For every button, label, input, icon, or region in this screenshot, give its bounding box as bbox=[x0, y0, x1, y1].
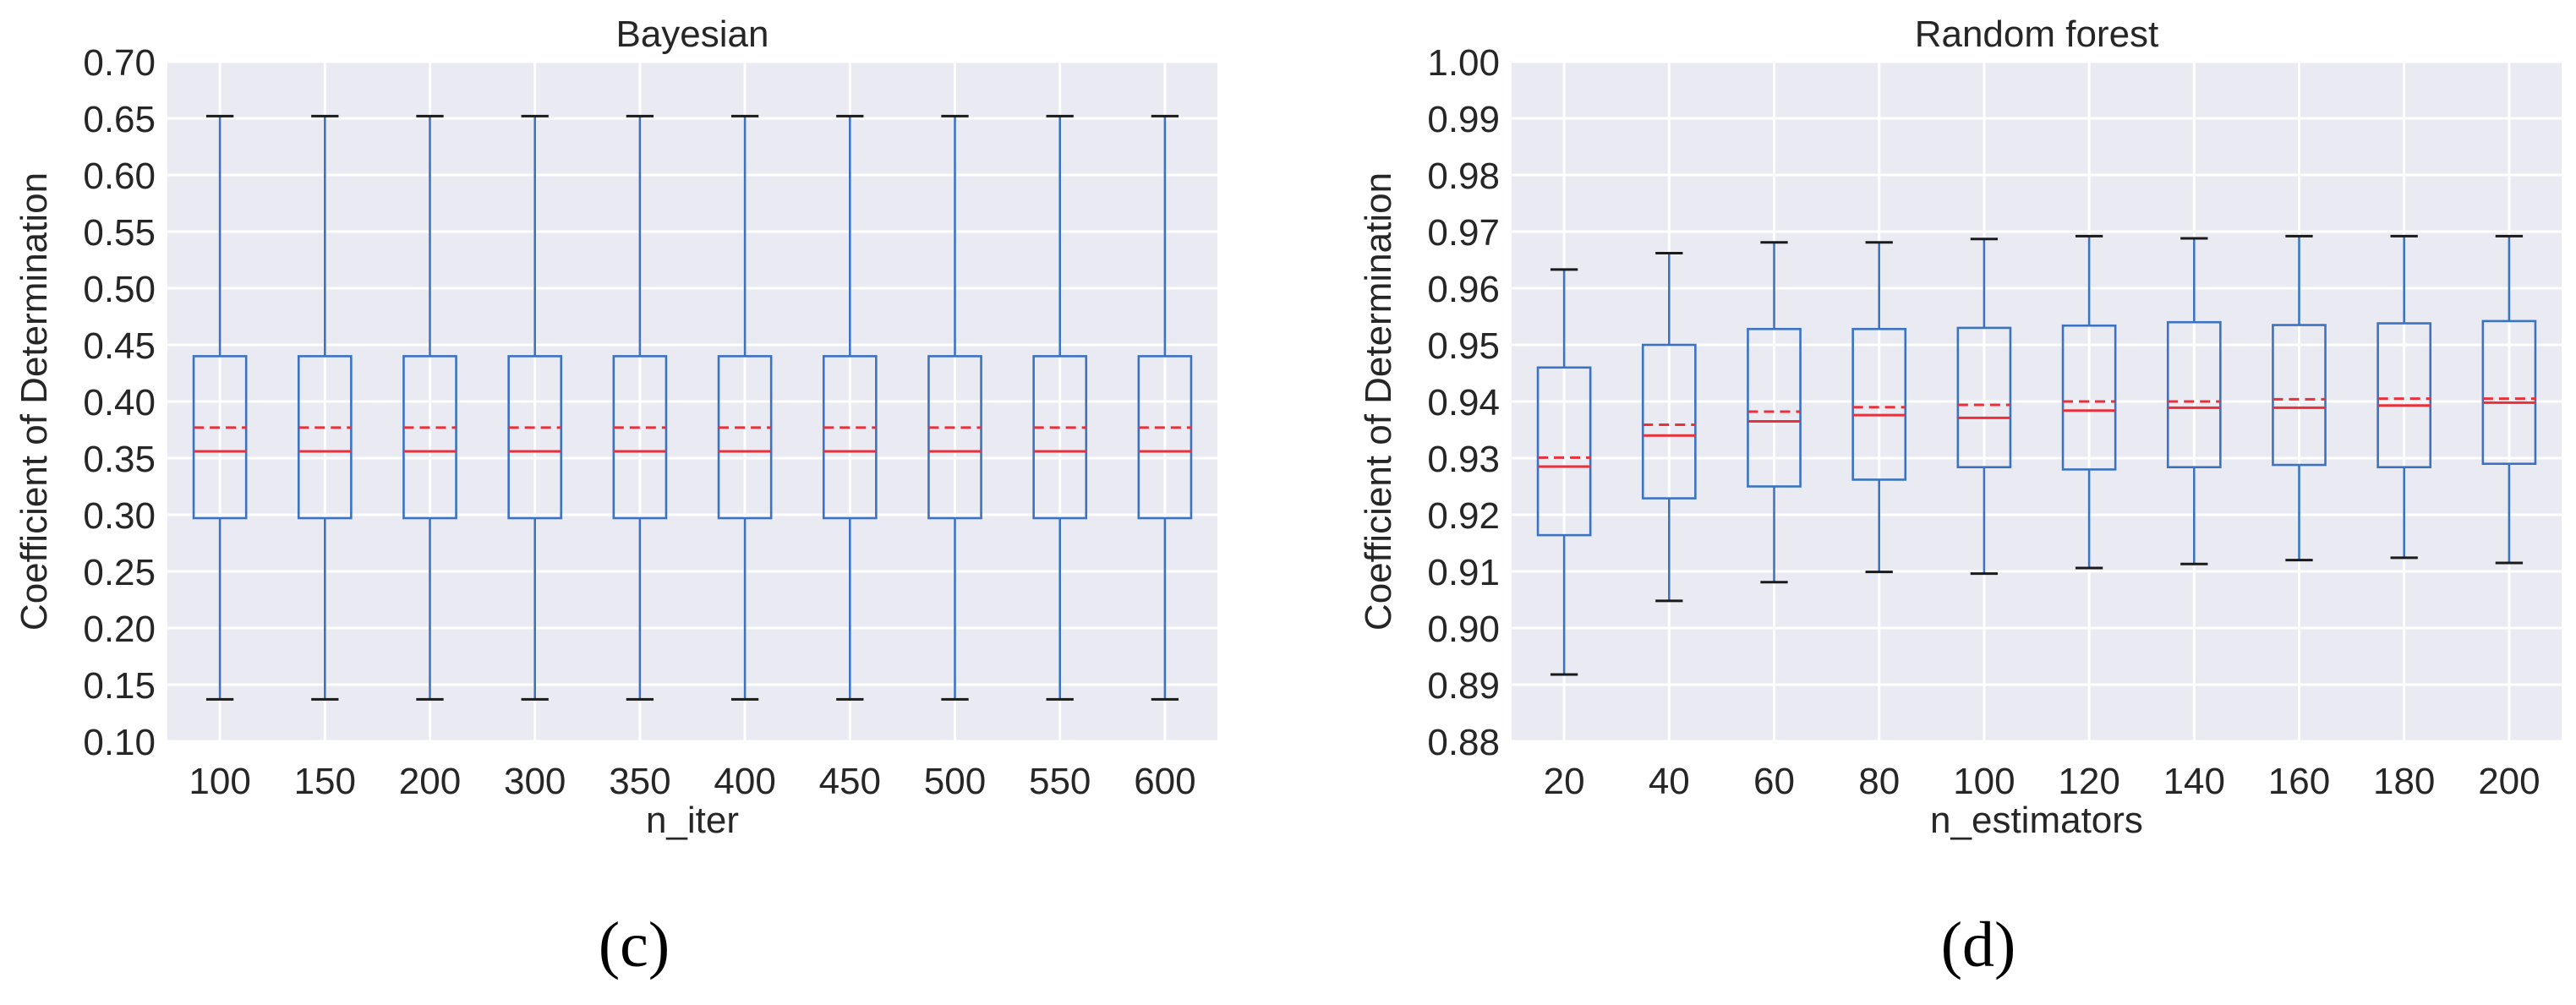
rf-box bbox=[1956, 326, 2012, 469]
bayes-ytick-label: 0.65 bbox=[83, 99, 156, 140]
rf-box bbox=[2166, 320, 2222, 469]
bayes-xtick-label: 600 bbox=[1134, 761, 1195, 802]
bayes-box bbox=[717, 355, 773, 520]
rf-box bbox=[2272, 324, 2327, 467]
rf-x-axis-label: n_estimators bbox=[1930, 800, 2143, 841]
rf-xtick-label: 140 bbox=[2163, 761, 2225, 802]
bayes-box bbox=[402, 355, 457, 520]
bayes-ytick-label: 0.45 bbox=[83, 325, 156, 367]
bayes-ytick-label: 0.60 bbox=[83, 156, 156, 197]
rf-ytick-label: 0.90 bbox=[1427, 609, 1500, 650]
rf-box bbox=[2481, 320, 2537, 465]
bayes-xtick-label: 150 bbox=[294, 761, 356, 802]
bayes-ytick-label: 0.20 bbox=[83, 609, 156, 650]
panel-label-d: (d) bbox=[1940, 909, 2016, 980]
rf-ytick-label: 0.96 bbox=[1427, 269, 1500, 310]
rf-ytick-label: 0.98 bbox=[1427, 156, 1500, 197]
bayes-xtick-label: 450 bbox=[819, 761, 881, 802]
bayes-ytick-label: 0.50 bbox=[83, 269, 156, 310]
panel-label-c: (c) bbox=[598, 909, 670, 980]
rf-box bbox=[1536, 366, 1592, 537]
rf-ytick-label: 0.97 bbox=[1427, 212, 1500, 254]
bayes-box bbox=[927, 355, 982, 520]
rf-ytick-label: 0.92 bbox=[1427, 495, 1500, 537]
bayes-box bbox=[1032, 355, 1088, 520]
bayes-ytick-label: 0.15 bbox=[83, 665, 156, 707]
bayes-ytick-label: 0.55 bbox=[83, 212, 156, 254]
bayes-xtick-label: 350 bbox=[609, 761, 670, 802]
bayes-chart-title: Bayesian bbox=[615, 14, 768, 55]
bayes-xtick-label: 550 bbox=[1029, 761, 1091, 802]
bayes-box bbox=[297, 355, 353, 520]
rf-xtick-label: 120 bbox=[2058, 761, 2119, 802]
bayes-xtick-label: 400 bbox=[714, 761, 775, 802]
bayes-x-axis-label: n_iter bbox=[646, 800, 739, 841]
rf-ytick-label: 0.91 bbox=[1427, 552, 1500, 593]
rf-xtick-label: 20 bbox=[1544, 761, 1585, 802]
rf-chart-title: Random forest bbox=[1915, 14, 2159, 55]
rf-xtick-label: 180 bbox=[2373, 761, 2435, 802]
bayes-box bbox=[822, 355, 878, 520]
bayes-xtick-label: 300 bbox=[504, 761, 566, 802]
bayes-xtick-label: 200 bbox=[399, 761, 461, 802]
bayes-y-axis-label: Coefficient of Determination bbox=[14, 172, 55, 631]
rf-xtick-label: 160 bbox=[2268, 761, 2330, 802]
bayes-box bbox=[507, 355, 563, 520]
rf-xtick-label: 80 bbox=[1858, 761, 1900, 802]
rf-ytick-label: 0.89 bbox=[1427, 665, 1500, 707]
rf-box bbox=[2061, 324, 2117, 471]
bayes-ytick-label: 0.70 bbox=[83, 42, 156, 84]
rf-y-axis-label: Coefficient of Determination bbox=[1358, 172, 1399, 631]
bayes-ytick-label: 0.10 bbox=[83, 722, 156, 763]
rf-xtick-label: 100 bbox=[1953, 761, 2015, 802]
bayes-box bbox=[1137, 355, 1193, 520]
rf-box bbox=[2376, 322, 2432, 469]
bayes-ytick-label: 0.30 bbox=[83, 495, 156, 537]
bayes-box bbox=[612, 355, 668, 520]
bayes-box bbox=[192, 355, 248, 520]
rf-ytick-label: 0.95 bbox=[1427, 325, 1500, 367]
bayes-ytick-label: 0.40 bbox=[83, 382, 156, 423]
rf-ytick-label: 0.88 bbox=[1427, 722, 1500, 763]
rf-ytick-label: 0.99 bbox=[1427, 99, 1500, 140]
rf-ytick-label: 0.93 bbox=[1427, 439, 1500, 480]
bayes-ytick-label: 0.35 bbox=[83, 439, 156, 480]
rf-box bbox=[1747, 327, 1802, 488]
bayes-ytick-label: 0.25 bbox=[83, 552, 156, 593]
rf-ytick-label: 0.94 bbox=[1427, 382, 1500, 423]
rf-xtick-label: 200 bbox=[2478, 761, 2540, 802]
rf-box bbox=[1851, 327, 1907, 481]
rf-box bbox=[1641, 343, 1697, 500]
rf-xtick-label: 40 bbox=[1649, 761, 1690, 802]
rf-ytick-label: 1.00 bbox=[1427, 42, 1500, 84]
bayes-xtick-label: 500 bbox=[924, 761, 986, 802]
rf-xtick-label: 60 bbox=[1753, 761, 1795, 802]
bayes-xtick-label: 100 bbox=[189, 761, 250, 802]
